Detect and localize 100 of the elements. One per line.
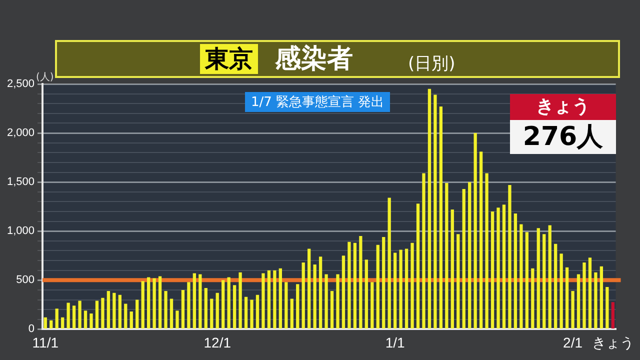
bar [611, 302, 614, 328]
bar [101, 298, 104, 328]
annotation: 276人 [510, 120, 616, 154]
y-tick-label: 1,500 [6, 176, 35, 188]
bar [124, 304, 128, 328]
chart-subtitle: 感染者 [275, 44, 353, 74]
bar [330, 290, 334, 328]
bar [508, 185, 512, 328]
bar [364, 260, 368, 328]
annotation: きょう [510, 94, 616, 120]
bar [520, 224, 523, 328]
bar [267, 270, 271, 328]
bar [560, 254, 563, 328]
bar [600, 266, 604, 328]
bar [514, 213, 518, 328]
bar [55, 308, 58, 328]
bar [410, 242, 414, 328]
x-tick-label: 2/1 [563, 334, 583, 350]
bar [61, 317, 64, 328]
x-tick-label: きょう [592, 334, 634, 350]
bar [244, 296, 248, 328]
bar [404, 248, 408, 328]
bar [376, 244, 380, 328]
bar [582, 262, 586, 328]
bar [399, 250, 402, 328]
bar [308, 248, 311, 328]
bar [382, 237, 386, 328]
x-tick-label: 11/1 [32, 334, 59, 350]
bar [147, 277, 150, 328]
bar [548, 225, 552, 328]
bar [204, 288, 208, 328]
bar [152, 278, 156, 328]
y-tick-label: 2,000 [6, 127, 35, 140]
bar [588, 258, 592, 328]
y-tick-label: 0 [28, 323, 35, 336]
bar [181, 290, 185, 328]
bar [170, 298, 174, 328]
bar [72, 306, 76, 328]
y-tick-label: 500 [16, 274, 35, 286]
bar [90, 314, 93, 328]
bar [531, 268, 534, 328]
bar [456, 234, 460, 328]
bar [84, 310, 88, 328]
bar [112, 292, 116, 328]
annotation: 1/7 緊急事態宣言 発出 [245, 92, 390, 112]
bar [445, 183, 448, 328]
bar [474, 133, 477, 328]
y-axis-title: (人) [36, 71, 54, 84]
bar [95, 300, 99, 328]
bar [576, 274, 580, 328]
bar [130, 312, 133, 328]
bar [232, 285, 236, 328]
bar [250, 300, 254, 328]
bar [370, 282, 374, 328]
bar [227, 277, 230, 328]
text: (日別) [408, 53, 456, 75]
bar [348, 242, 351, 328]
bar [278, 268, 282, 328]
bar [336, 274, 340, 328]
bar [468, 182, 472, 328]
bar [490, 212, 494, 328]
bar [536, 228, 540, 328]
bar [428, 88, 432, 328]
y-tick-label: 1,000 [6, 225, 35, 238]
bar [479, 152, 483, 328]
bar [353, 242, 357, 328]
bar [158, 276, 162, 328]
bar [198, 274, 202, 328]
bar [502, 204, 506, 328]
bar [176, 310, 179, 328]
bar [290, 298, 294, 328]
bar [594, 272, 598, 328]
bar [141, 281, 144, 328]
bar [542, 234, 546, 328]
bar [342, 256, 346, 328]
bar [50, 320, 53, 328]
chart-title: 東京 [200, 44, 258, 74]
bar [313, 264, 316, 328]
x-tick-label: 12/1 [204, 334, 232, 350]
bar [216, 292, 219, 328]
bar [434, 94, 437, 328]
bar [318, 256, 322, 328]
bar [164, 290, 168, 328]
bar [439, 106, 443, 328]
bar [256, 294, 260, 328]
bar [388, 198, 391, 328]
bar [450, 210, 454, 328]
bar [296, 284, 300, 328]
bar [571, 290, 574, 328]
bar [106, 290, 110, 328]
bar [262, 273, 265, 328]
bar [302, 262, 305, 328]
bar [324, 274, 328, 328]
bar [118, 294, 122, 328]
bar [359, 236, 362, 328]
bar [44, 317, 47, 328]
x-tick-label: 1/1 [385, 334, 406, 350]
bar [606, 287, 609, 328]
bar [222, 280, 225, 328]
bar [565, 267, 569, 328]
